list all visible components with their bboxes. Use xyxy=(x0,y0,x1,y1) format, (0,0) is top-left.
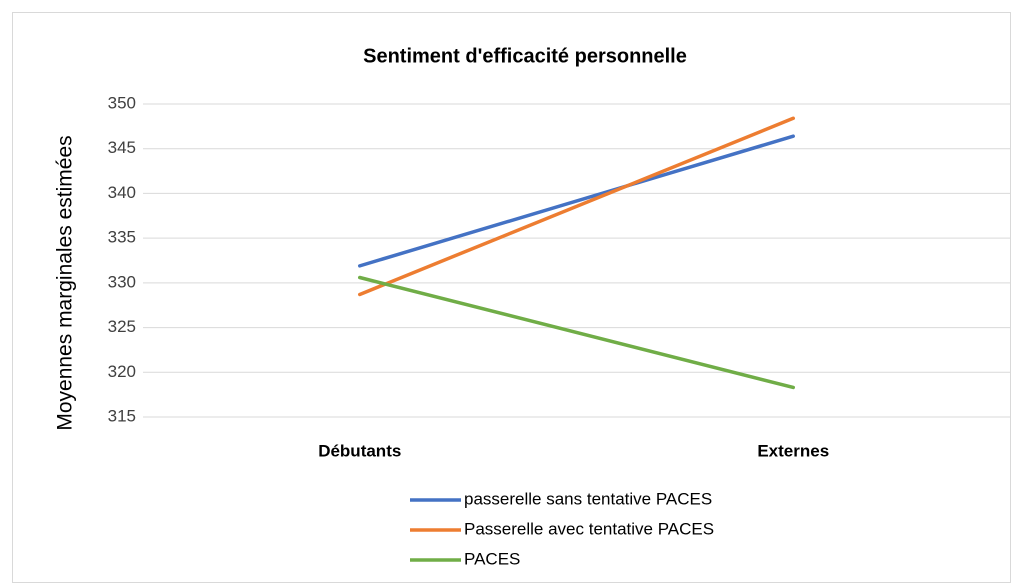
series-line xyxy=(358,116,795,297)
legend-label: PACES xyxy=(464,549,520,568)
y-tick-label: 320 xyxy=(108,362,136,381)
y-tick-label: 325 xyxy=(108,317,136,336)
series-line xyxy=(358,275,795,390)
series-line xyxy=(358,134,795,268)
legend-label: Passerelle avec tentative PACES xyxy=(464,519,714,538)
y-tick-label: 335 xyxy=(108,228,136,247)
y-tick-label: 330 xyxy=(108,272,136,291)
y-tick-label: 345 xyxy=(108,138,136,157)
y-tick-label: 340 xyxy=(108,183,136,202)
legend-label: passerelle sans tentative PACES xyxy=(464,489,712,508)
y-axis-label: Moyennes marginales estimées xyxy=(54,135,77,430)
x-tick-label: Externes xyxy=(757,441,829,460)
chart-title: Sentiment d'efficacité personnelle xyxy=(363,45,687,67)
y-tick-label: 315 xyxy=(108,406,136,425)
y-tick-label: 350 xyxy=(108,93,136,112)
x-tick-label: Débutants xyxy=(318,441,401,460)
chart-frame xyxy=(12,12,1011,583)
